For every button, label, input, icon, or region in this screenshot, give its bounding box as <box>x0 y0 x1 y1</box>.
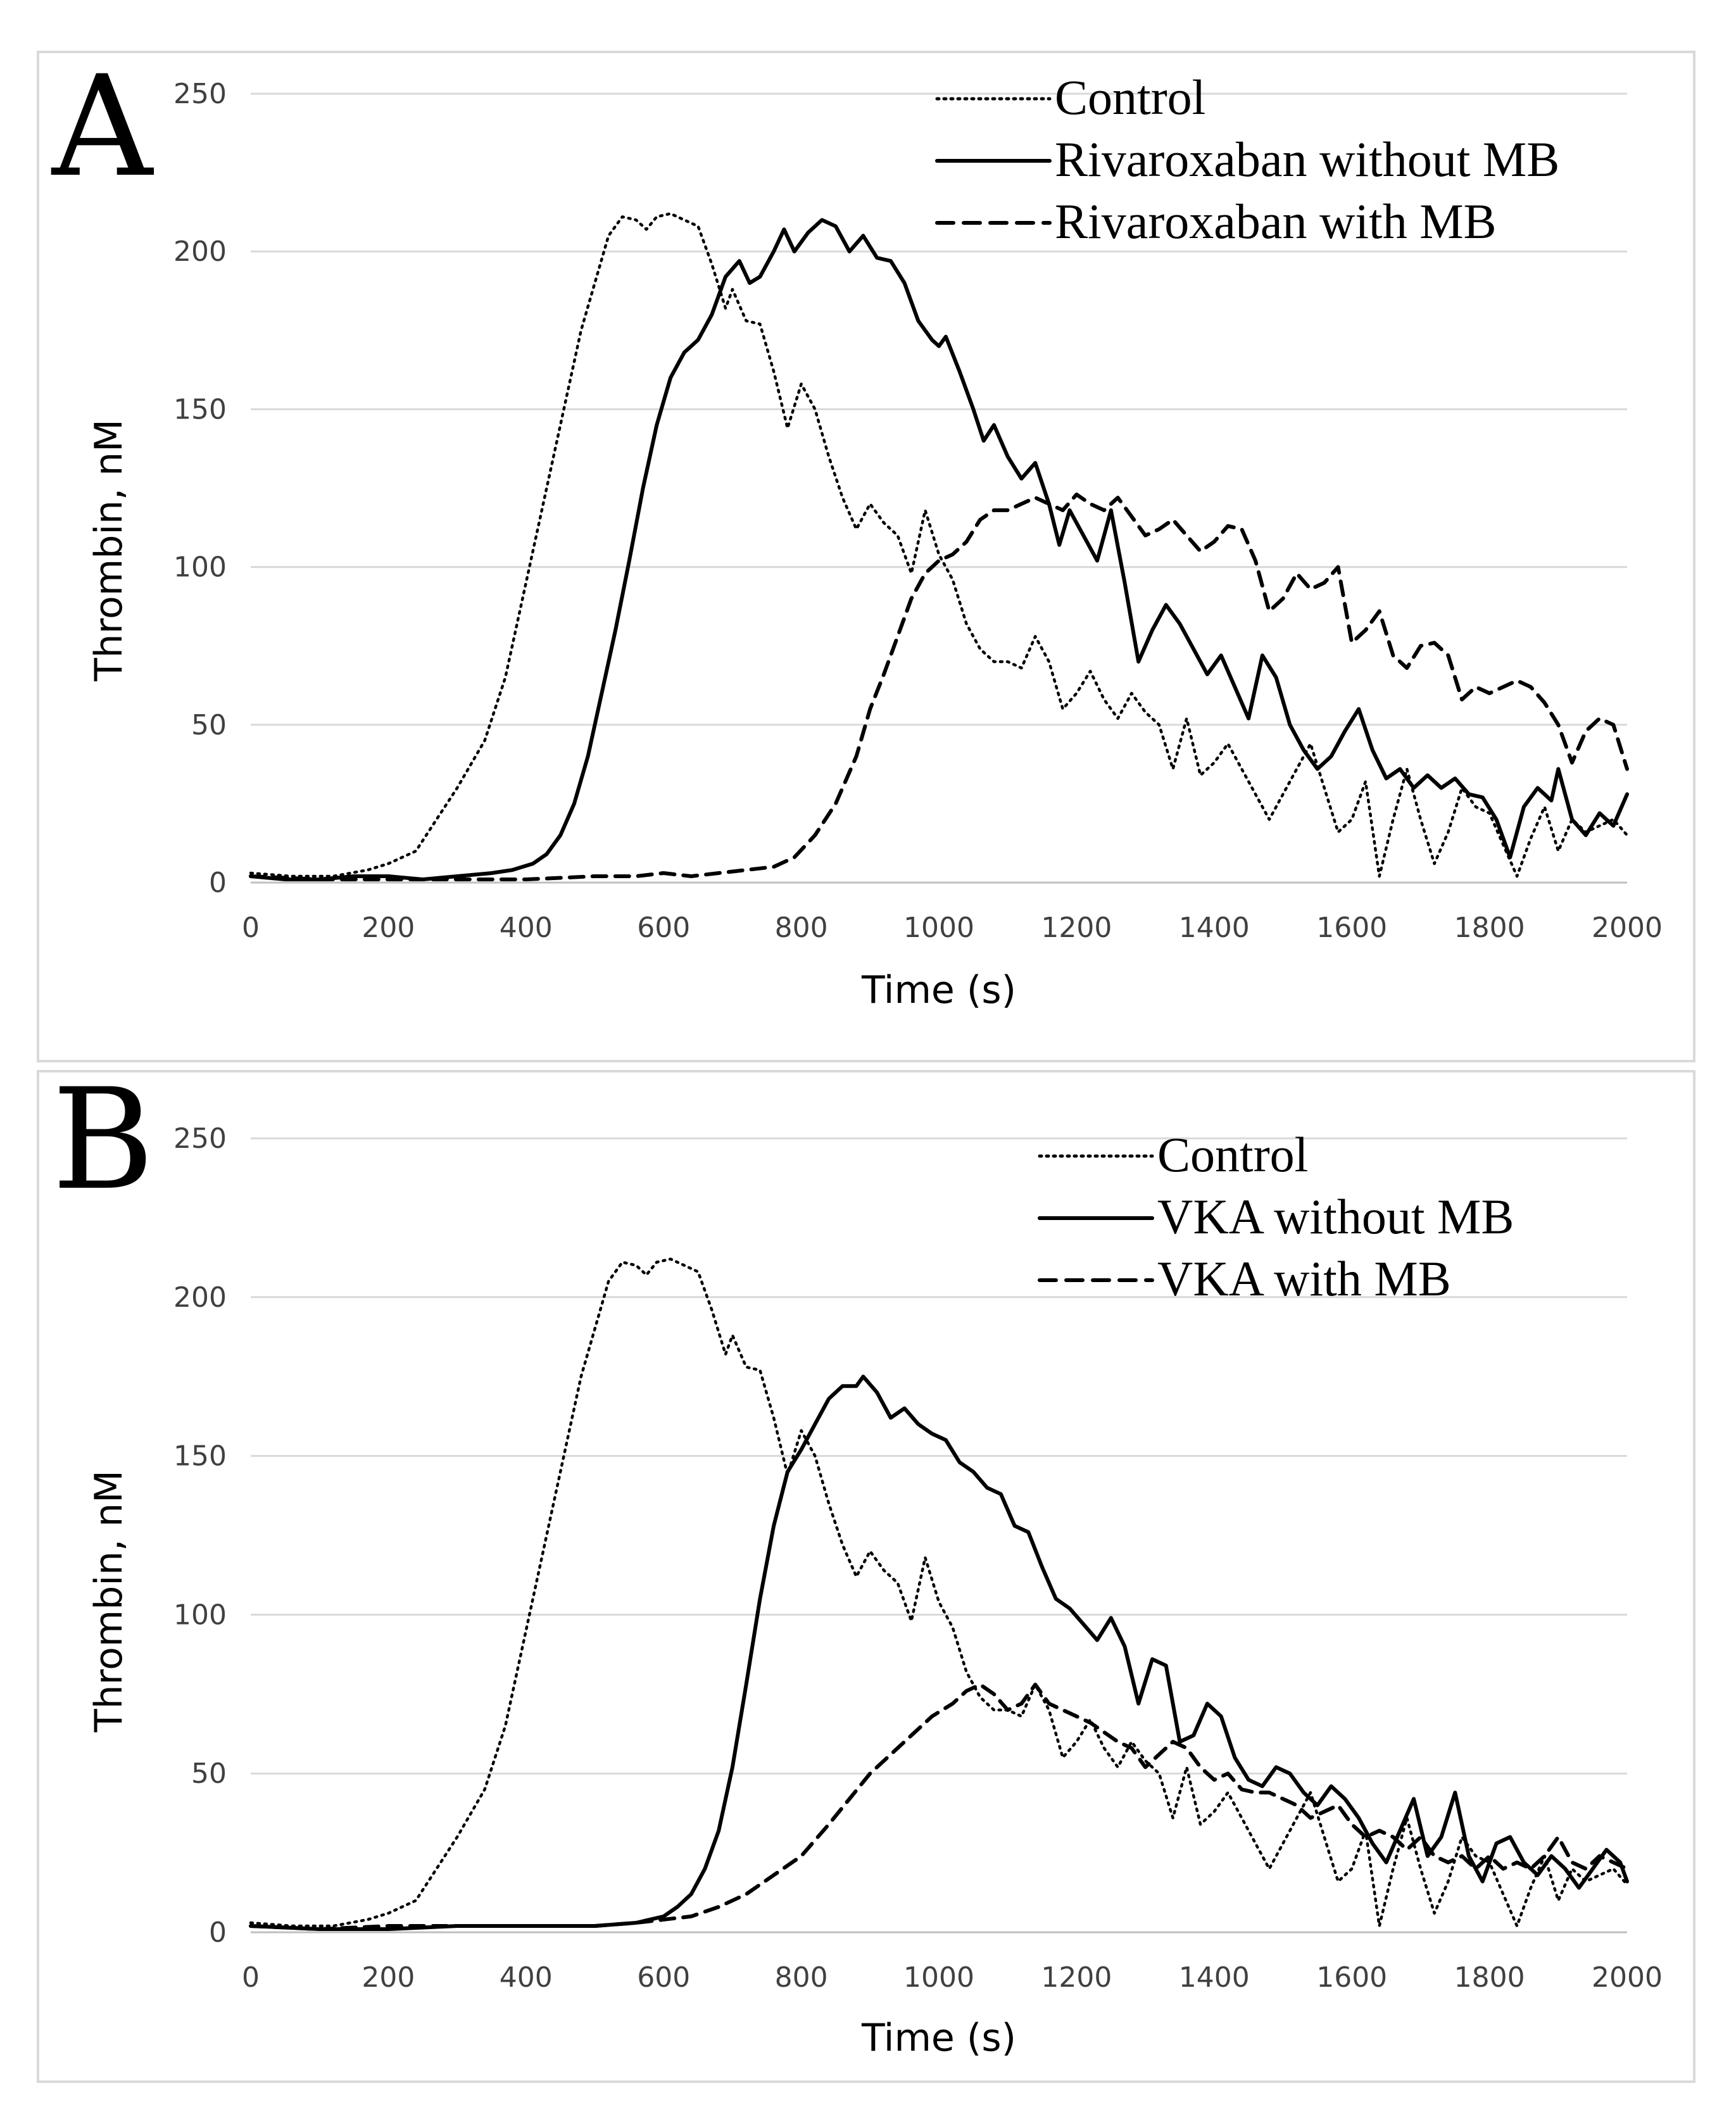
chart-a-x-axis-title: Time (s) <box>861 968 1016 1012</box>
chart-b-x-ticks: 0 200 400 600 800 1000 1200 1400 1600 1800 2000 <box>242 1961 1663 1994</box>
chart-b-series-vka-with-mb <box>249 1682 1629 1931</box>
chart-b-x-tick-1800: 1800 <box>1454 1961 1525 1994</box>
chart-a-svg: A 0 50 100 150 200 250 0 200 400 600 800 1000 1200 1… <box>51 46 1663 1012</box>
chart-a-x-tick-1400: 1400 <box>1179 912 1250 944</box>
chart-a-x-tick-1800: 1800 <box>1454 912 1525 944</box>
chart-a-x-tick-1600: 1600 <box>1316 912 1387 944</box>
chart-a-y-tick-250: 250 <box>173 78 227 110</box>
chart-a-series-control <box>249 212 1629 878</box>
chart-b-grid <box>251 1137 1627 1934</box>
legend-label-a-rivaroxaban-with-mb: Rivaroxaban with MB <box>1055 194 1497 249</box>
chart-b-legend: Control VKA without MB VKA with MB <box>1038 1127 1514 1306</box>
chart-a-y-axis-title: Thrombin, nM <box>87 419 131 682</box>
chart-b-y-tick-250: 250 <box>173 1123 227 1155</box>
chart-a-y-tick-50: 50 <box>191 709 227 741</box>
chart-b-y-tick-150: 150 <box>173 1440 227 1473</box>
chart-b-x-tick-2000: 2000 <box>1592 1961 1663 1994</box>
chart-a-y-ticks: 0 50 100 150 200 250 <box>173 78 227 899</box>
legend-label-b-vka-with-mb: VKA with MB <box>1157 1251 1451 1306</box>
chart-a-x-tick-400: 400 <box>500 912 553 944</box>
chart-b-y-ticks: 0 50 100 150 200 250 <box>173 1123 227 1949</box>
chart-b-x-tick-0: 0 <box>242 1961 260 1994</box>
chart-b-y-tick-200: 200 <box>173 1281 227 1314</box>
chart-a-y-tick-0: 0 <box>209 867 227 899</box>
chart-b-x-tick-200: 200 <box>362 1961 415 1994</box>
panel-letter-a: A <box>51 46 154 208</box>
chart-b-x-tick-1600: 1600 <box>1316 1961 1387 1994</box>
legend-label-a-control: Control <box>1055 70 1205 125</box>
chart-a-x-tick-0: 0 <box>242 912 260 944</box>
chart-b-y-tick-0: 0 <box>209 1916 227 1949</box>
chart-b-y-tick-100: 100 <box>173 1599 227 1631</box>
chart-a-y-tick-100: 100 <box>173 551 227 584</box>
chart-a-x-ticks: 0 200 400 600 800 1000 1200 1400 1600 1800 2000 <box>242 912 1663 944</box>
chart-panel-b: B 0 50 100 150 200 250 0 200 400 600 800 1000 1200 1… <box>37 1059 1695 2083</box>
chart-a-legend: Control Rivaroxaban without MB Rivaroxab… <box>935 70 1559 249</box>
chart-a-grid <box>251 92 1627 884</box>
chart-b-y-axis-title: Thrombin, nM <box>87 1470 131 1733</box>
chart-a-series-rivaroxaban-with-mb <box>249 493 1629 881</box>
chart-a-x-tick-200: 200 <box>362 912 415 944</box>
chart-panel-a: A 0 50 100 150 200 250 0 200 400 600 800 1000 1200 1… <box>37 46 1695 1062</box>
chart-b-x-axis-title: Time (s) <box>861 2016 1016 2060</box>
legend-label-b-vka-without-mb: VKA without MB <box>1157 1189 1514 1244</box>
chart-b-y-tick-50: 50 <box>191 1758 227 1790</box>
chart-b-x-tick-1200: 1200 <box>1041 1961 1112 1994</box>
chart-a-x-tick-600: 600 <box>637 912 690 944</box>
legend-label-a-rivaroxaban-without-mb: Rivaroxaban without MB <box>1055 132 1559 187</box>
chart-a-x-tick-1000: 1000 <box>903 912 974 944</box>
chart-a-series <box>249 212 1629 881</box>
chart-b-x-tick-1000: 1000 <box>903 1961 974 1994</box>
chart-b-x-tick-400: 400 <box>500 1961 553 1994</box>
chart-b-x-tick-1400: 1400 <box>1179 1961 1250 1994</box>
chart-a-y-tick-150: 150 <box>173 393 227 425</box>
chart-a-x-tick-800: 800 <box>775 912 828 944</box>
legend-label-b-control: Control <box>1157 1127 1308 1182</box>
chart-a-x-tick-2000: 2000 <box>1592 912 1663 944</box>
panel-letter-b: B <box>52 1059 154 1221</box>
chart-b-x-tick-800: 800 <box>775 1961 828 1994</box>
chart-b-svg: B 0 50 100 150 200 250 0 200 400 600 800 1000 1200 1… <box>52 1059 1663 2060</box>
chart-a-y-tick-200: 200 <box>173 236 227 268</box>
chart-b-x-tick-600: 600 <box>637 1961 690 1994</box>
chart-b-series-vka-without-mb <box>249 1375 1629 1931</box>
chart-a-series-rivaroxaban-without-mb <box>249 218 1629 881</box>
chart-a-x-tick-1200: 1200 <box>1041 912 1112 944</box>
chart-b-series <box>249 1257 1629 1931</box>
